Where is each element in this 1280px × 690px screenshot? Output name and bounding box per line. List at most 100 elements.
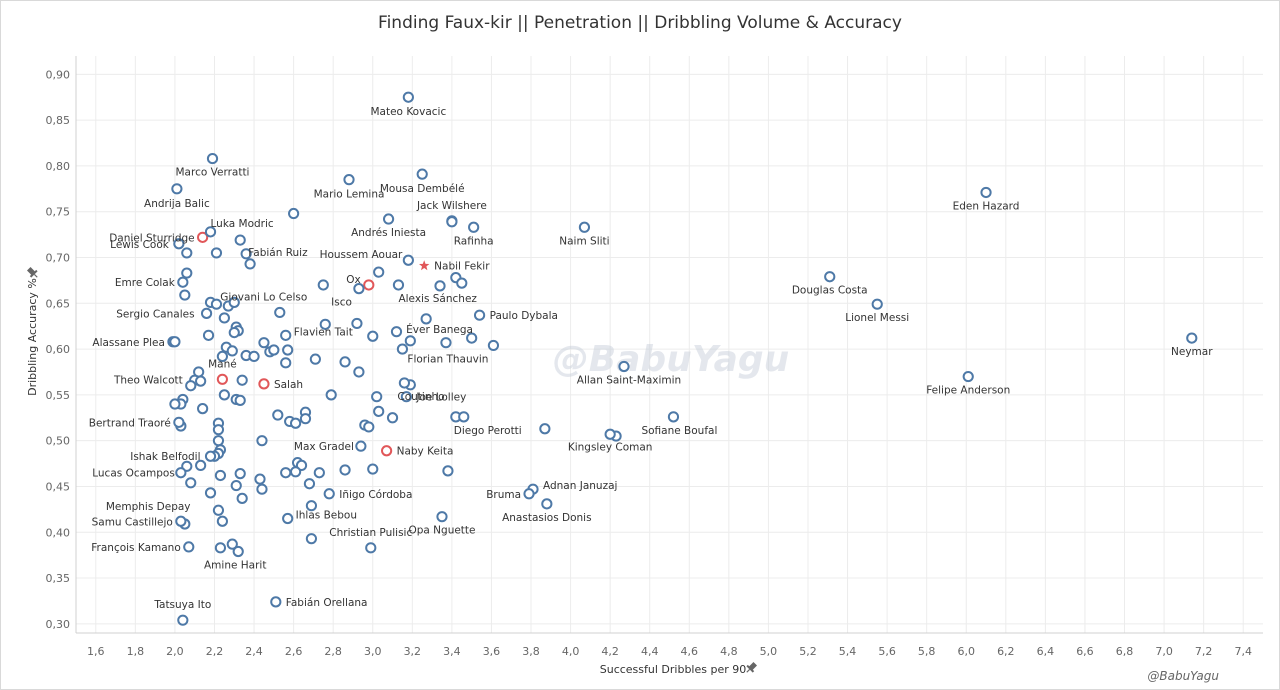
x-tick-label: 5,2 <box>799 645 817 658</box>
data-point <box>420 313 432 325</box>
data-point <box>392 279 405 291</box>
data-point <box>183 541 195 553</box>
data-point <box>288 207 300 220</box>
point-label: Tatsuya Ito <box>153 599 211 611</box>
point-label: Alassane Plea <box>92 337 165 349</box>
point-label: Paulo Dybala <box>490 310 558 322</box>
x-tick-label: 4,4 <box>641 645 659 658</box>
point-label: Daniel Sturridge <box>109 232 194 244</box>
data-point <box>218 389 230 401</box>
data-point <box>353 366 365 378</box>
x-tick-label: 4,2 <box>601 645 619 658</box>
point-label: Opa Nguette <box>408 525 475 537</box>
data-point <box>473 309 486 321</box>
data-point <box>373 266 385 278</box>
point-label: Sofiane Boufal <box>641 425 717 437</box>
data-point <box>206 152 219 165</box>
data-point <box>280 329 292 341</box>
x-tick-label: 2,8 <box>324 645 342 658</box>
point-label: Alexis Sánchez <box>398 293 477 305</box>
point-label: Sergio Canales <box>116 308 194 320</box>
data-point <box>305 500 318 512</box>
point-label: Ox <box>346 274 360 286</box>
point-label: Luka Modric <box>211 218 274 230</box>
point-label: Mané <box>208 358 237 370</box>
data-point <box>175 515 187 527</box>
data-point <box>436 511 448 523</box>
point-label: Felipe Anderson <box>926 385 1010 397</box>
data-point <box>226 538 238 550</box>
data-point <box>363 279 375 291</box>
data-point <box>216 373 228 385</box>
point-label: Iñigo Córdoba <box>339 489 412 501</box>
data-point <box>197 231 209 243</box>
x-tick-label: 1,6 <box>87 645 105 658</box>
data-point <box>234 468 246 480</box>
y-axis-pin-icon <box>26 266 38 278</box>
x-tick-label: 5,0 <box>760 645 778 658</box>
data-point <box>214 542 227 554</box>
y-tick-label: 0,35 <box>46 572 71 585</box>
data-point <box>210 298 223 310</box>
x-tick-labels: 1,6 1,8 2,0 2,2 2,4 2,6 2,8 3,0 3,2 3,4 3,6 3,8 4,0 4… <box>87 645 1252 658</box>
data-point <box>171 183 183 195</box>
point-label: Naby Keita <box>397 446 454 458</box>
x-tick-label: 5,4 <box>839 645 857 658</box>
data-point <box>396 343 409 355</box>
data-point <box>169 336 181 348</box>
y-axis-title-group: Dribbling Accuracy % <box>26 266 39 396</box>
point-label: Isco <box>331 297 352 309</box>
point-label: Lionel Messi <box>845 312 909 324</box>
point-label: Nabil Fekir <box>434 261 490 273</box>
data-point <box>244 258 256 270</box>
data-point <box>434 280 446 292</box>
data-point <box>289 417 302 429</box>
data-point <box>282 512 294 525</box>
data-point <box>309 353 321 365</box>
x-tick-label: 5,6 <box>878 645 896 658</box>
data-point <box>390 326 403 338</box>
point-label: Douglas Costa <box>792 285 868 297</box>
data-point <box>367 330 379 342</box>
x-tick-label: 2,4 <box>245 645 263 658</box>
data-point <box>200 307 213 319</box>
point-label: Joe Lolley <box>415 392 466 404</box>
point-label: Bruma <box>486 489 521 501</box>
data-point <box>268 344 280 356</box>
point-label: Emre Colak <box>115 277 176 289</box>
y-axis-title: Dribbling Accuracy % <box>26 278 39 396</box>
data-point <box>197 403 209 415</box>
y-tick-label: 0,90 <box>46 68 71 81</box>
data-point <box>824 271 836 283</box>
point-label: Memphis Depay <box>106 501 191 513</box>
point-label: Coutinho <box>397 391 444 403</box>
data-point <box>313 467 325 479</box>
data-point <box>442 465 454 477</box>
data-point <box>373 405 385 417</box>
data-point <box>468 221 480 233</box>
data-point <box>386 412 399 424</box>
data-point <box>578 221 591 233</box>
y-tick-label: 0,80 <box>46 160 71 173</box>
data-point <box>319 318 331 330</box>
data-point <box>234 394 246 406</box>
x-tick-label: 7,0 <box>1155 645 1173 658</box>
point-label: Fabián Orellana <box>286 597 368 609</box>
point-label: Bertrand Traoré <box>89 417 171 429</box>
data-point <box>228 296 240 308</box>
x-tick-label: 6,8 <box>1116 645 1134 658</box>
point-label: Mateo Kovacic <box>370 106 446 118</box>
data-point <box>216 515 228 527</box>
data-point <box>325 389 337 401</box>
data-point <box>177 614 189 626</box>
data-points <box>167 91 1198 626</box>
point-label: Houssem Aouar <box>320 249 403 261</box>
x-tick-label: 1,8 <box>127 645 145 658</box>
data-point <box>210 247 223 259</box>
data-point <box>371 391 383 403</box>
chart-title: Finding Faux-kir || Penetration || Dribb… <box>378 13 902 33</box>
data-point <box>400 391 412 403</box>
x-tick-label: 6,6 <box>1076 645 1094 658</box>
point-label: Fabián Ruiz <box>248 247 308 259</box>
